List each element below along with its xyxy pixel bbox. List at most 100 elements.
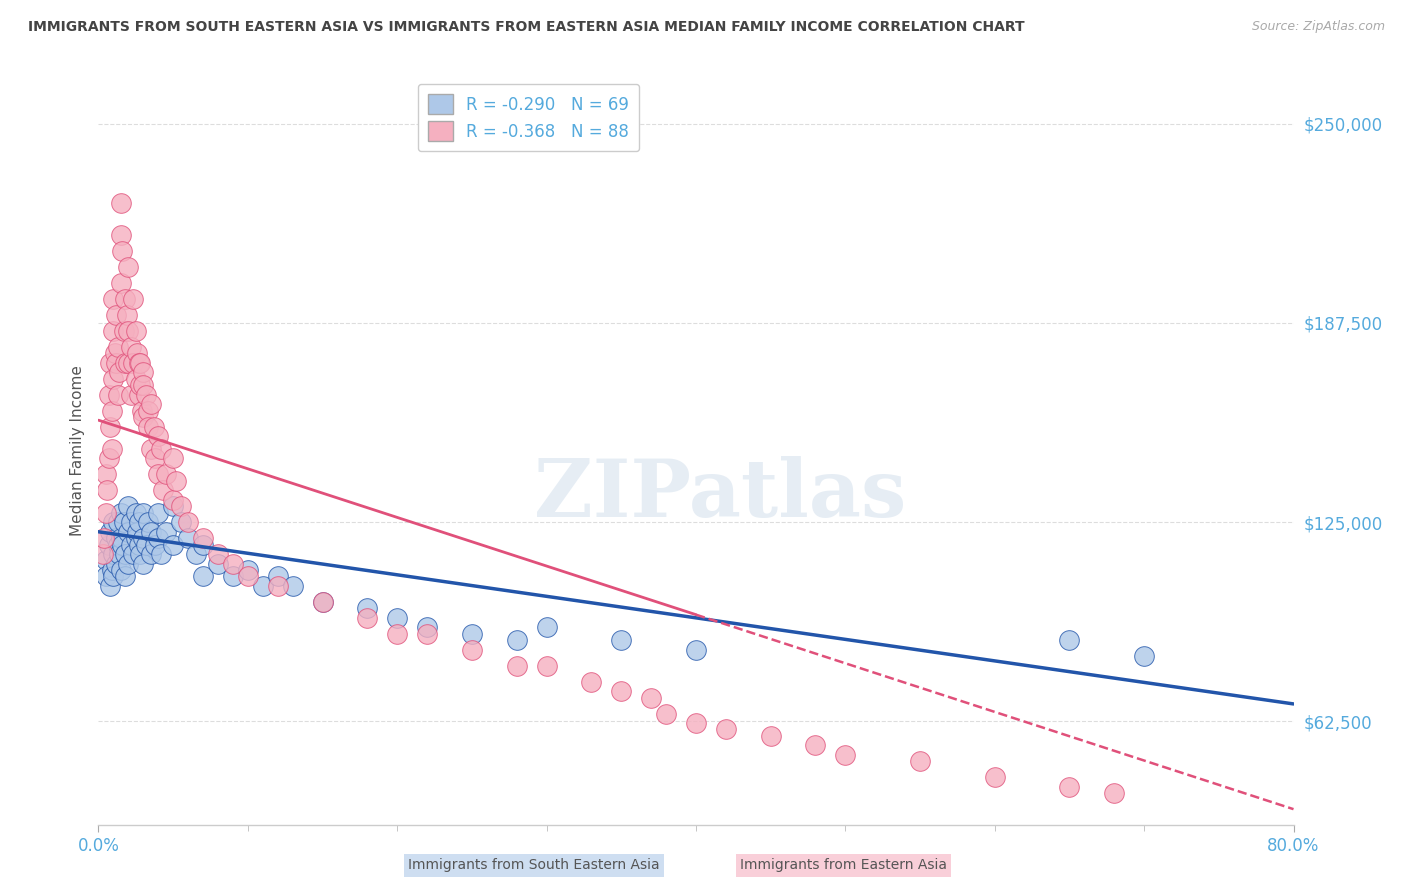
Point — [281, 579, 304, 593]
Point — [103, 372, 125, 386]
Point — [107, 340, 129, 354]
Point — [162, 492, 184, 507]
Point — [101, 442, 124, 456]
Point — [117, 324, 139, 338]
Point — [207, 547, 229, 561]
Point — [114, 292, 136, 306]
Point — [984, 770, 1007, 784]
Point — [416, 627, 439, 641]
Point — [110, 196, 132, 211]
Point — [112, 515, 135, 529]
Point — [97, 387, 120, 401]
Point — [101, 563, 124, 577]
Point — [120, 340, 142, 354]
Text: IMMIGRANTS FROM SOUTH EASTERN ASIA VS IMMIGRANTS FROM EASTERN ASIA MEDIAN FAMILY: IMMIGRANTS FROM SOUTH EASTERN ASIA VS IM… — [28, 20, 1025, 34]
Point — [110, 276, 132, 290]
Point — [128, 537, 150, 551]
Text: Immigrants from South Eastern Asia: Immigrants from South Eastern Asia — [409, 858, 659, 872]
Point — [136, 419, 159, 434]
Point — [222, 557, 245, 571]
Point — [506, 658, 529, 673]
Point — [94, 553, 117, 567]
Point — [150, 547, 173, 561]
Point — [128, 515, 150, 529]
Point — [94, 467, 117, 482]
Point — [685, 642, 707, 657]
Point — [162, 537, 184, 551]
Point — [150, 442, 173, 456]
Point — [114, 547, 136, 561]
Point — [103, 292, 125, 306]
Point — [155, 467, 177, 482]
Point — [139, 547, 162, 561]
Point — [536, 620, 558, 634]
Point — [236, 563, 259, 577]
Point — [111, 537, 134, 551]
Point — [128, 356, 150, 370]
Point — [128, 387, 150, 401]
Point — [416, 620, 439, 634]
Text: Immigrants from Eastern Asia: Immigrants from Eastern Asia — [740, 858, 948, 872]
Point — [107, 537, 129, 551]
Point — [96, 483, 118, 498]
Point — [105, 308, 128, 322]
Point — [135, 387, 157, 401]
Point — [356, 611, 378, 625]
Point — [385, 611, 409, 625]
Point — [640, 690, 662, 705]
Point — [98, 524, 122, 539]
Legend: R = -0.290   N = 69, R = -0.368   N = 88: R = -0.290 N = 69, R = -0.368 N = 88 — [418, 84, 640, 152]
Point — [103, 324, 125, 338]
Point — [97, 537, 120, 551]
Point — [759, 729, 782, 743]
Point — [536, 658, 558, 673]
Point — [132, 557, 155, 571]
Point — [132, 506, 155, 520]
Point — [142, 419, 165, 434]
Point — [108, 365, 131, 379]
Point — [91, 547, 114, 561]
Point — [127, 524, 149, 539]
Point — [162, 451, 184, 466]
Point — [132, 365, 155, 379]
Point — [121, 356, 143, 370]
Point — [506, 633, 529, 648]
Point — [1133, 649, 1156, 664]
Point — [129, 378, 152, 392]
Point — [385, 627, 409, 641]
Point — [139, 442, 162, 456]
Y-axis label: Median Family Income: Median Family Income — [69, 365, 84, 536]
Point — [461, 642, 484, 657]
Point — [191, 537, 214, 551]
Point — [135, 537, 157, 551]
Point — [267, 579, 290, 593]
Point — [98, 356, 122, 370]
Point — [177, 531, 200, 545]
Point — [252, 579, 274, 593]
Point — [101, 403, 124, 417]
Point — [685, 716, 707, 731]
Point — [311, 595, 333, 609]
Point — [114, 356, 136, 370]
Point — [94, 506, 117, 520]
Point — [104, 346, 127, 360]
Point — [129, 356, 152, 370]
Point — [110, 228, 132, 243]
Point — [461, 627, 484, 641]
Point — [94, 569, 117, 583]
Point — [117, 557, 139, 571]
Point — [1059, 633, 1081, 648]
Point — [98, 419, 122, 434]
Point — [125, 531, 148, 545]
Point — [222, 569, 245, 583]
Point — [112, 324, 135, 338]
Point — [169, 500, 191, 514]
Point — [148, 467, 170, 482]
Point — [139, 524, 162, 539]
Point — [115, 308, 138, 322]
Point — [98, 579, 122, 593]
Point — [236, 569, 259, 583]
Point — [121, 292, 143, 306]
Point — [655, 706, 678, 721]
Point — [121, 547, 143, 561]
